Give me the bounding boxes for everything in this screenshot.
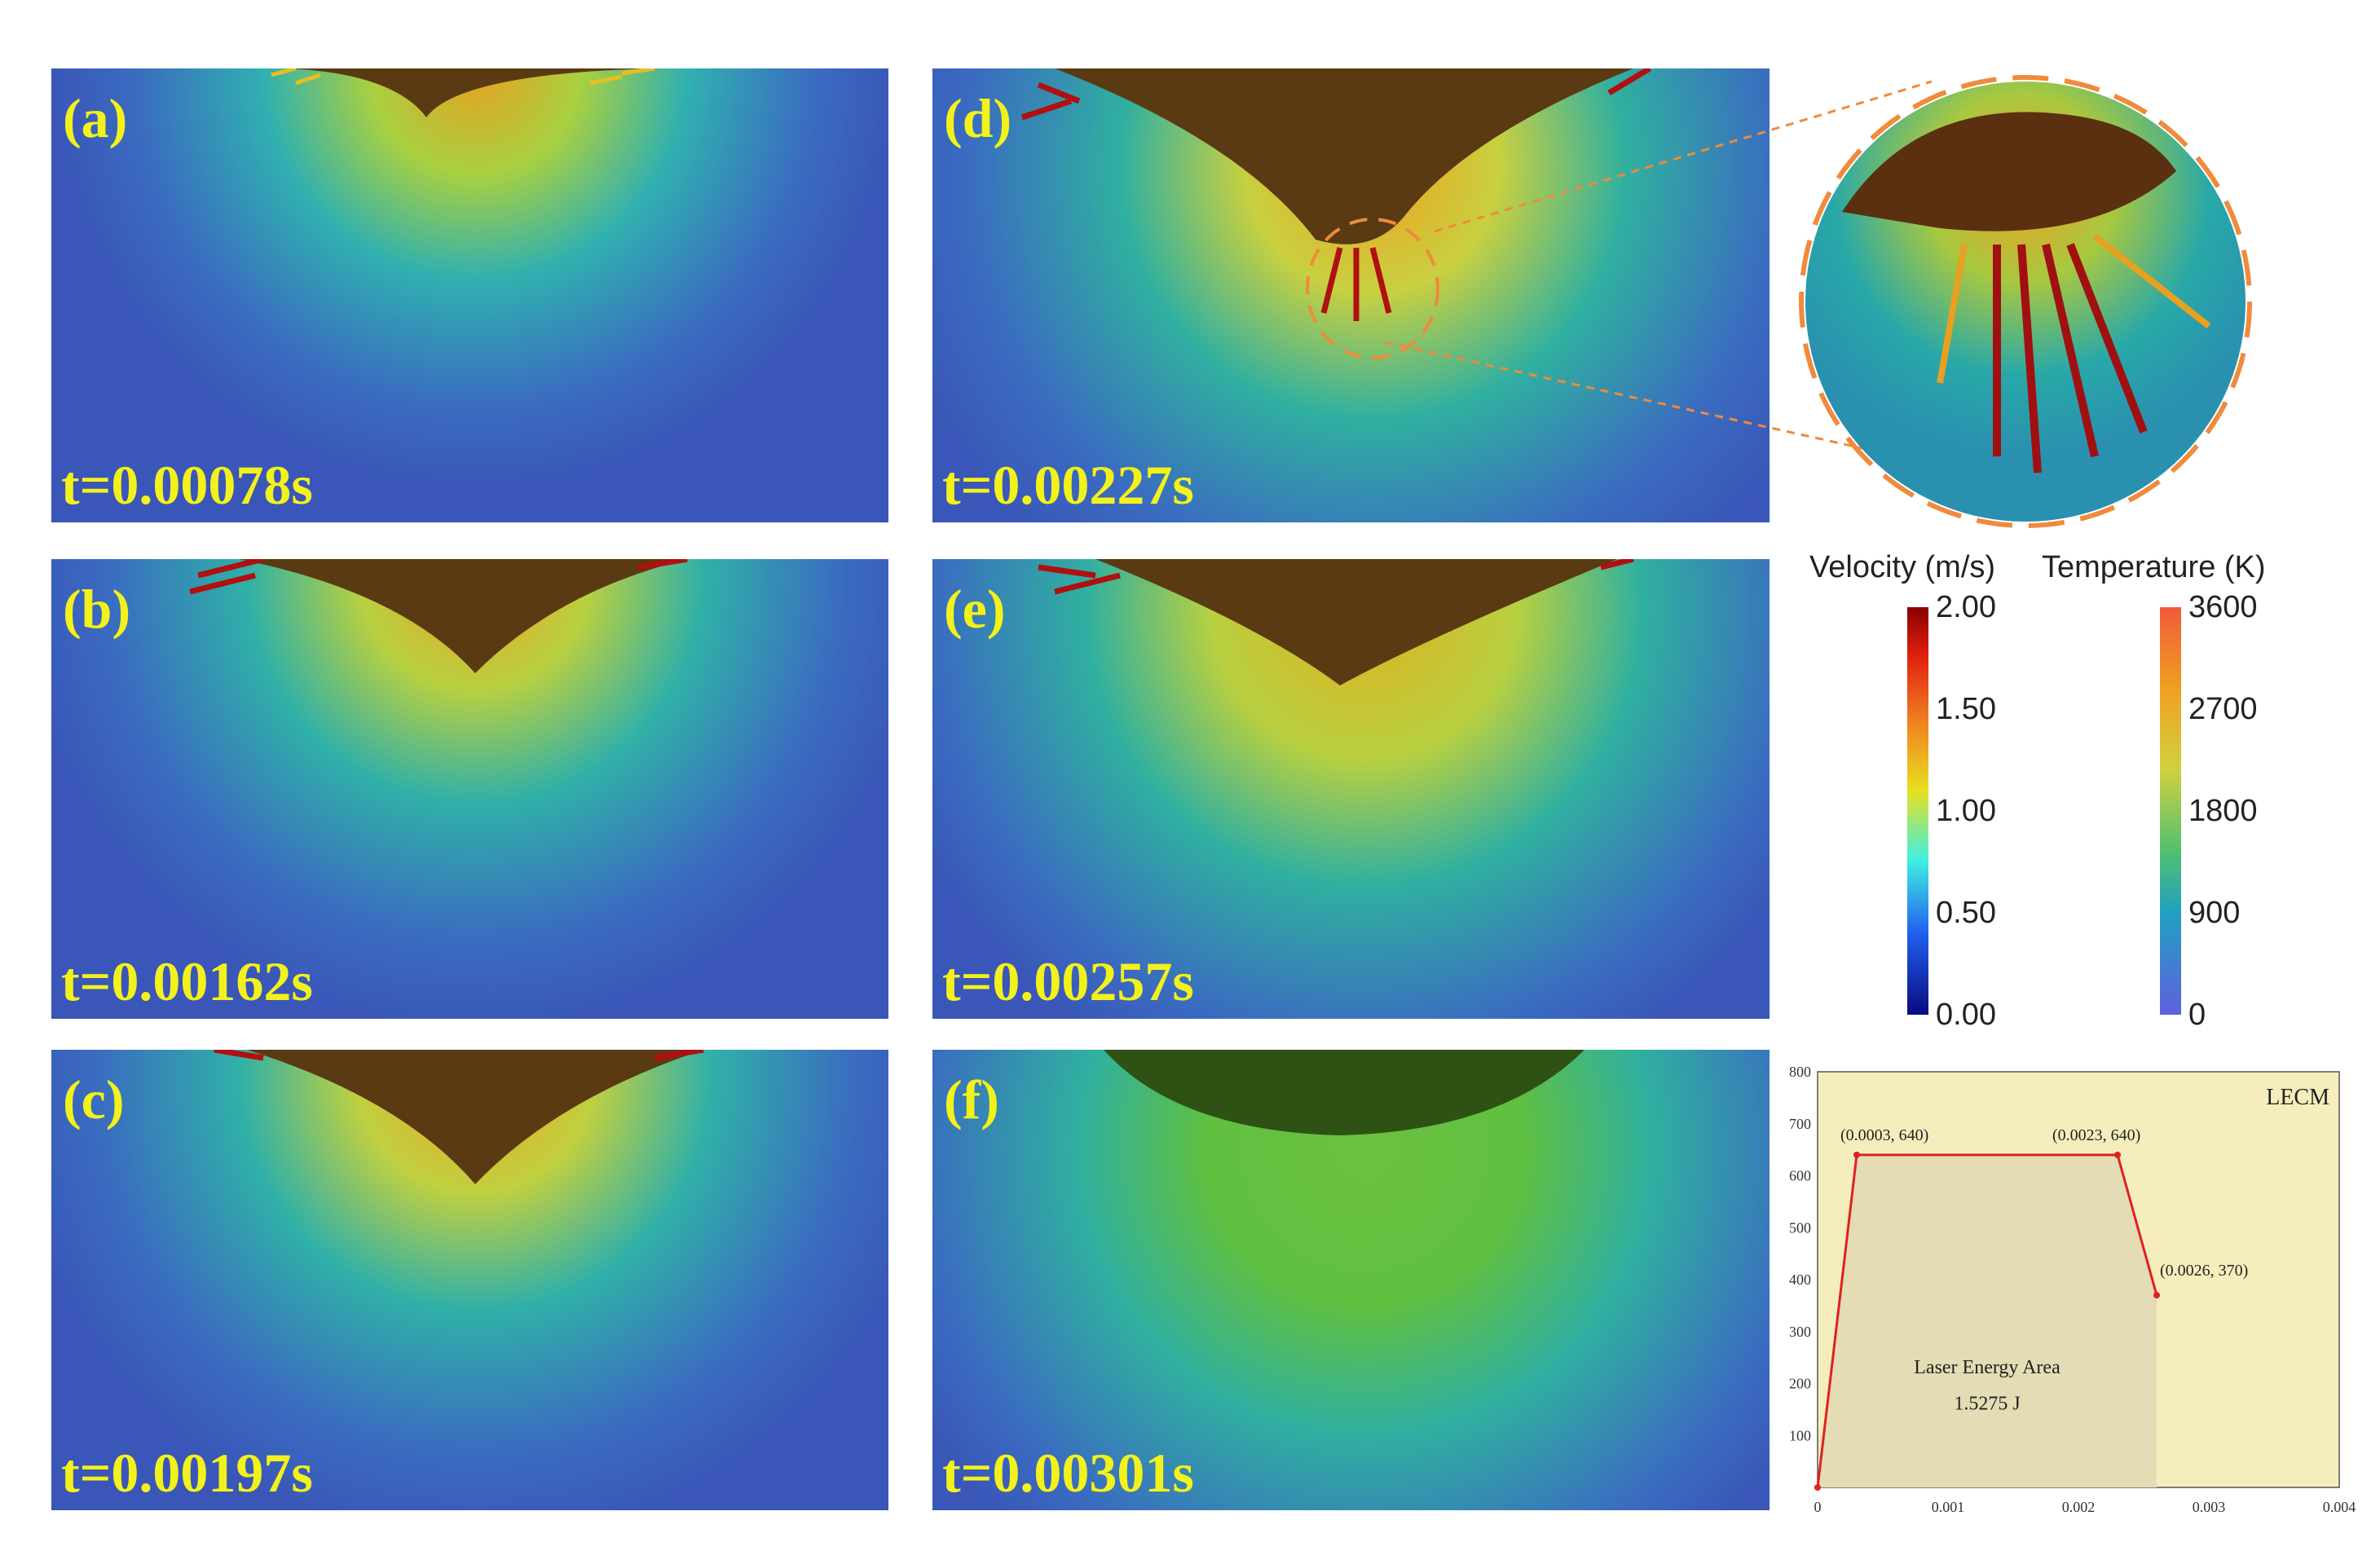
laser-power-line (1816, 1153, 2158, 1488)
melt-pool (1104, 1050, 1584, 1135)
area-label: Laser Energy Area (1914, 1357, 2060, 1378)
lecm-chart: 0 0.001 0.002 0.003 0.004 100 200 300 400 500 600… (1789, 1064, 2356, 1515)
melt-pool (1095, 559, 1617, 685)
velocity-tick: 0.00 (1936, 998, 1996, 1032)
panel-label: (c) (63, 1069, 125, 1130)
velocity-tick: 1.00 (1936, 794, 1996, 828)
panel-a-field (51, 68, 888, 522)
x-tick-label: 0.003 (2193, 1499, 2226, 1515)
x-tick-label: 0.001 (1932, 1499, 1965, 1515)
x-tick-label: 0.002 (2062, 1499, 2096, 1515)
panel-time: t=0.00078s (61, 454, 313, 516)
panel-label: (e) (944, 578, 1006, 640)
y-tick-label: 200 (1789, 1376, 1811, 1392)
panel-e: (e) t=0.00257s (932, 559, 1770, 1019)
area-value: 1.5275 J (1954, 1393, 2020, 1414)
melt-pool (247, 1050, 703, 1184)
panel-c-field (51, 1050, 888, 1510)
temperature-tick: 900 (2188, 896, 2241, 930)
y-tick-label: 100 (1789, 1427, 1811, 1443)
flow-arrows (1020, 68, 1651, 321)
velocity-tick: 1.50 (1936, 692, 1996, 726)
point-annotation: (0.0023, 640) (2052, 1126, 2140, 1144)
flow-arrows (1038, 559, 1634, 595)
x-tick-label: 0.004 (2323, 1499, 2356, 1515)
zoom-inset (1799, 75, 2252, 528)
melt-pool (239, 559, 687, 673)
panel-f-field (932, 1050, 1770, 1510)
panel-label: (d) (944, 87, 1012, 149)
point-annotation: (0.0003, 640) (1840, 1126, 1928, 1144)
temperature-tick: 3600 (2188, 590, 2258, 624)
panel-b-field (51, 559, 888, 1019)
temperature-tick: 1800 (2188, 794, 2258, 828)
velocity-tick: 0.50 (1936, 896, 1996, 930)
panel-label: (a) (63, 87, 128, 149)
point-annotation: (0.0026, 370) (2160, 1262, 2248, 1280)
y-tick-label: 400 (1789, 1271, 1811, 1288)
panel-time: t=0.00197s (61, 1442, 313, 1504)
y-tick-label: 300 (1789, 1324, 1811, 1340)
panel-a: (a) t=0.00078s (51, 68, 888, 522)
temperature-tick: 0 (2188, 998, 2206, 1032)
zoom-arrows (1993, 243, 2148, 474)
zoom-melt-pool (1842, 112, 2176, 231)
velocity-legend-title: Velocity (m/s) (1809, 550, 1996, 584)
laser-energy-area (1818, 1155, 2157, 1487)
y-tick-label: 600 (1789, 1168, 1811, 1184)
y-tick-label: 500 (1789, 1219, 1811, 1236)
zoom-region (1306, 218, 1439, 359)
panel-b: (b) t=0.00162s (51, 559, 888, 1019)
velocity-tick: 2.00 (1936, 590, 1996, 624)
panel-d: (d) t=0.00227s (932, 68, 1770, 522)
panel-f: (f) t=0.00301s (932, 1050, 1770, 1510)
data-point (1814, 1484, 1821, 1491)
data-point (2153, 1292, 2160, 1299)
panel-time: t=0.00227s (942, 454, 1194, 516)
x-tick-label: 0 (1814, 1499, 1822, 1515)
plot-title: LECM (2266, 1085, 2329, 1110)
y-tick-label: 700 (1789, 1116, 1811, 1132)
panel-time: t=0.00257s (942, 950, 1194, 1012)
panel-c: (c) t=0.00197s (51, 1050, 888, 1510)
melt-pool (288, 68, 654, 117)
panel-time: t=0.00301s (942, 1442, 1194, 1504)
velocity-colorbar (1907, 607, 1928, 1015)
zoom-border (1799, 75, 2252, 528)
temperature-legend-title: Temperature (K) (2042, 550, 2266, 584)
data-point (1853, 1152, 1860, 1158)
y-tick-label: 800 (1789, 1064, 1811, 1080)
temperature-tick: 2700 (2188, 692, 2258, 726)
panel-label: (b) (63, 578, 131, 640)
flow-arrows (189, 559, 688, 595)
panel-label: (f) (944, 1069, 999, 1130)
flow-arrows (214, 1050, 704, 1061)
panel-time: t=0.00162s (61, 950, 313, 1012)
data-point (2114, 1152, 2121, 1158)
temperature-colorbar (2160, 607, 2181, 1015)
panel-e-field (932, 559, 1770, 1019)
flow-arrows (271, 68, 655, 86)
